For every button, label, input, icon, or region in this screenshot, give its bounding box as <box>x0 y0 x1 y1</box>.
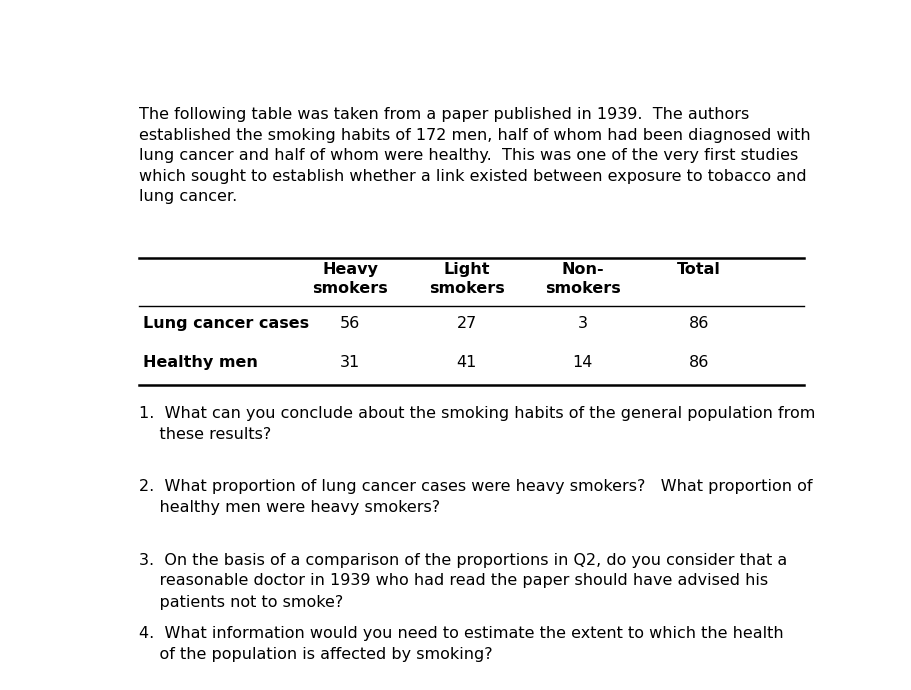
Text: The following table was taken from a paper published in 1939.  The authors
estab: The following table was taken from a pap… <box>138 108 810 204</box>
Text: 31: 31 <box>340 355 361 370</box>
Text: Total: Total <box>677 262 721 277</box>
Text: 56: 56 <box>340 316 361 331</box>
Text: 86: 86 <box>689 316 709 331</box>
Text: Light
smokers: Light smokers <box>428 262 505 296</box>
Text: 4.  What information would you need to estimate the extent to which the health
 : 4. What information would you need to es… <box>138 626 783 662</box>
Text: 1.  What can you conclude about the smoking habits of the general population fro: 1. What can you conclude about the smoki… <box>138 406 815 442</box>
Text: 3: 3 <box>578 316 588 331</box>
Text: 2.  What proportion of lung cancer cases were heavy smokers?   What proportion o: 2. What proportion of lung cancer cases … <box>138 480 813 515</box>
Text: Lung cancer cases: Lung cancer cases <box>142 316 309 331</box>
Text: Healthy men: Healthy men <box>142 355 258 370</box>
Text: Non-
smokers: Non- smokers <box>545 262 620 296</box>
Text: 14: 14 <box>572 355 593 370</box>
Text: 86: 86 <box>689 355 709 370</box>
Text: 27: 27 <box>456 316 476 331</box>
Text: Heavy
smokers: Heavy smokers <box>312 262 388 296</box>
Text: 3.  On the basis of a comparison of the proportions in Q2, do you consider that : 3. On the basis of a comparison of the p… <box>138 553 787 609</box>
Text: 41: 41 <box>456 355 476 370</box>
